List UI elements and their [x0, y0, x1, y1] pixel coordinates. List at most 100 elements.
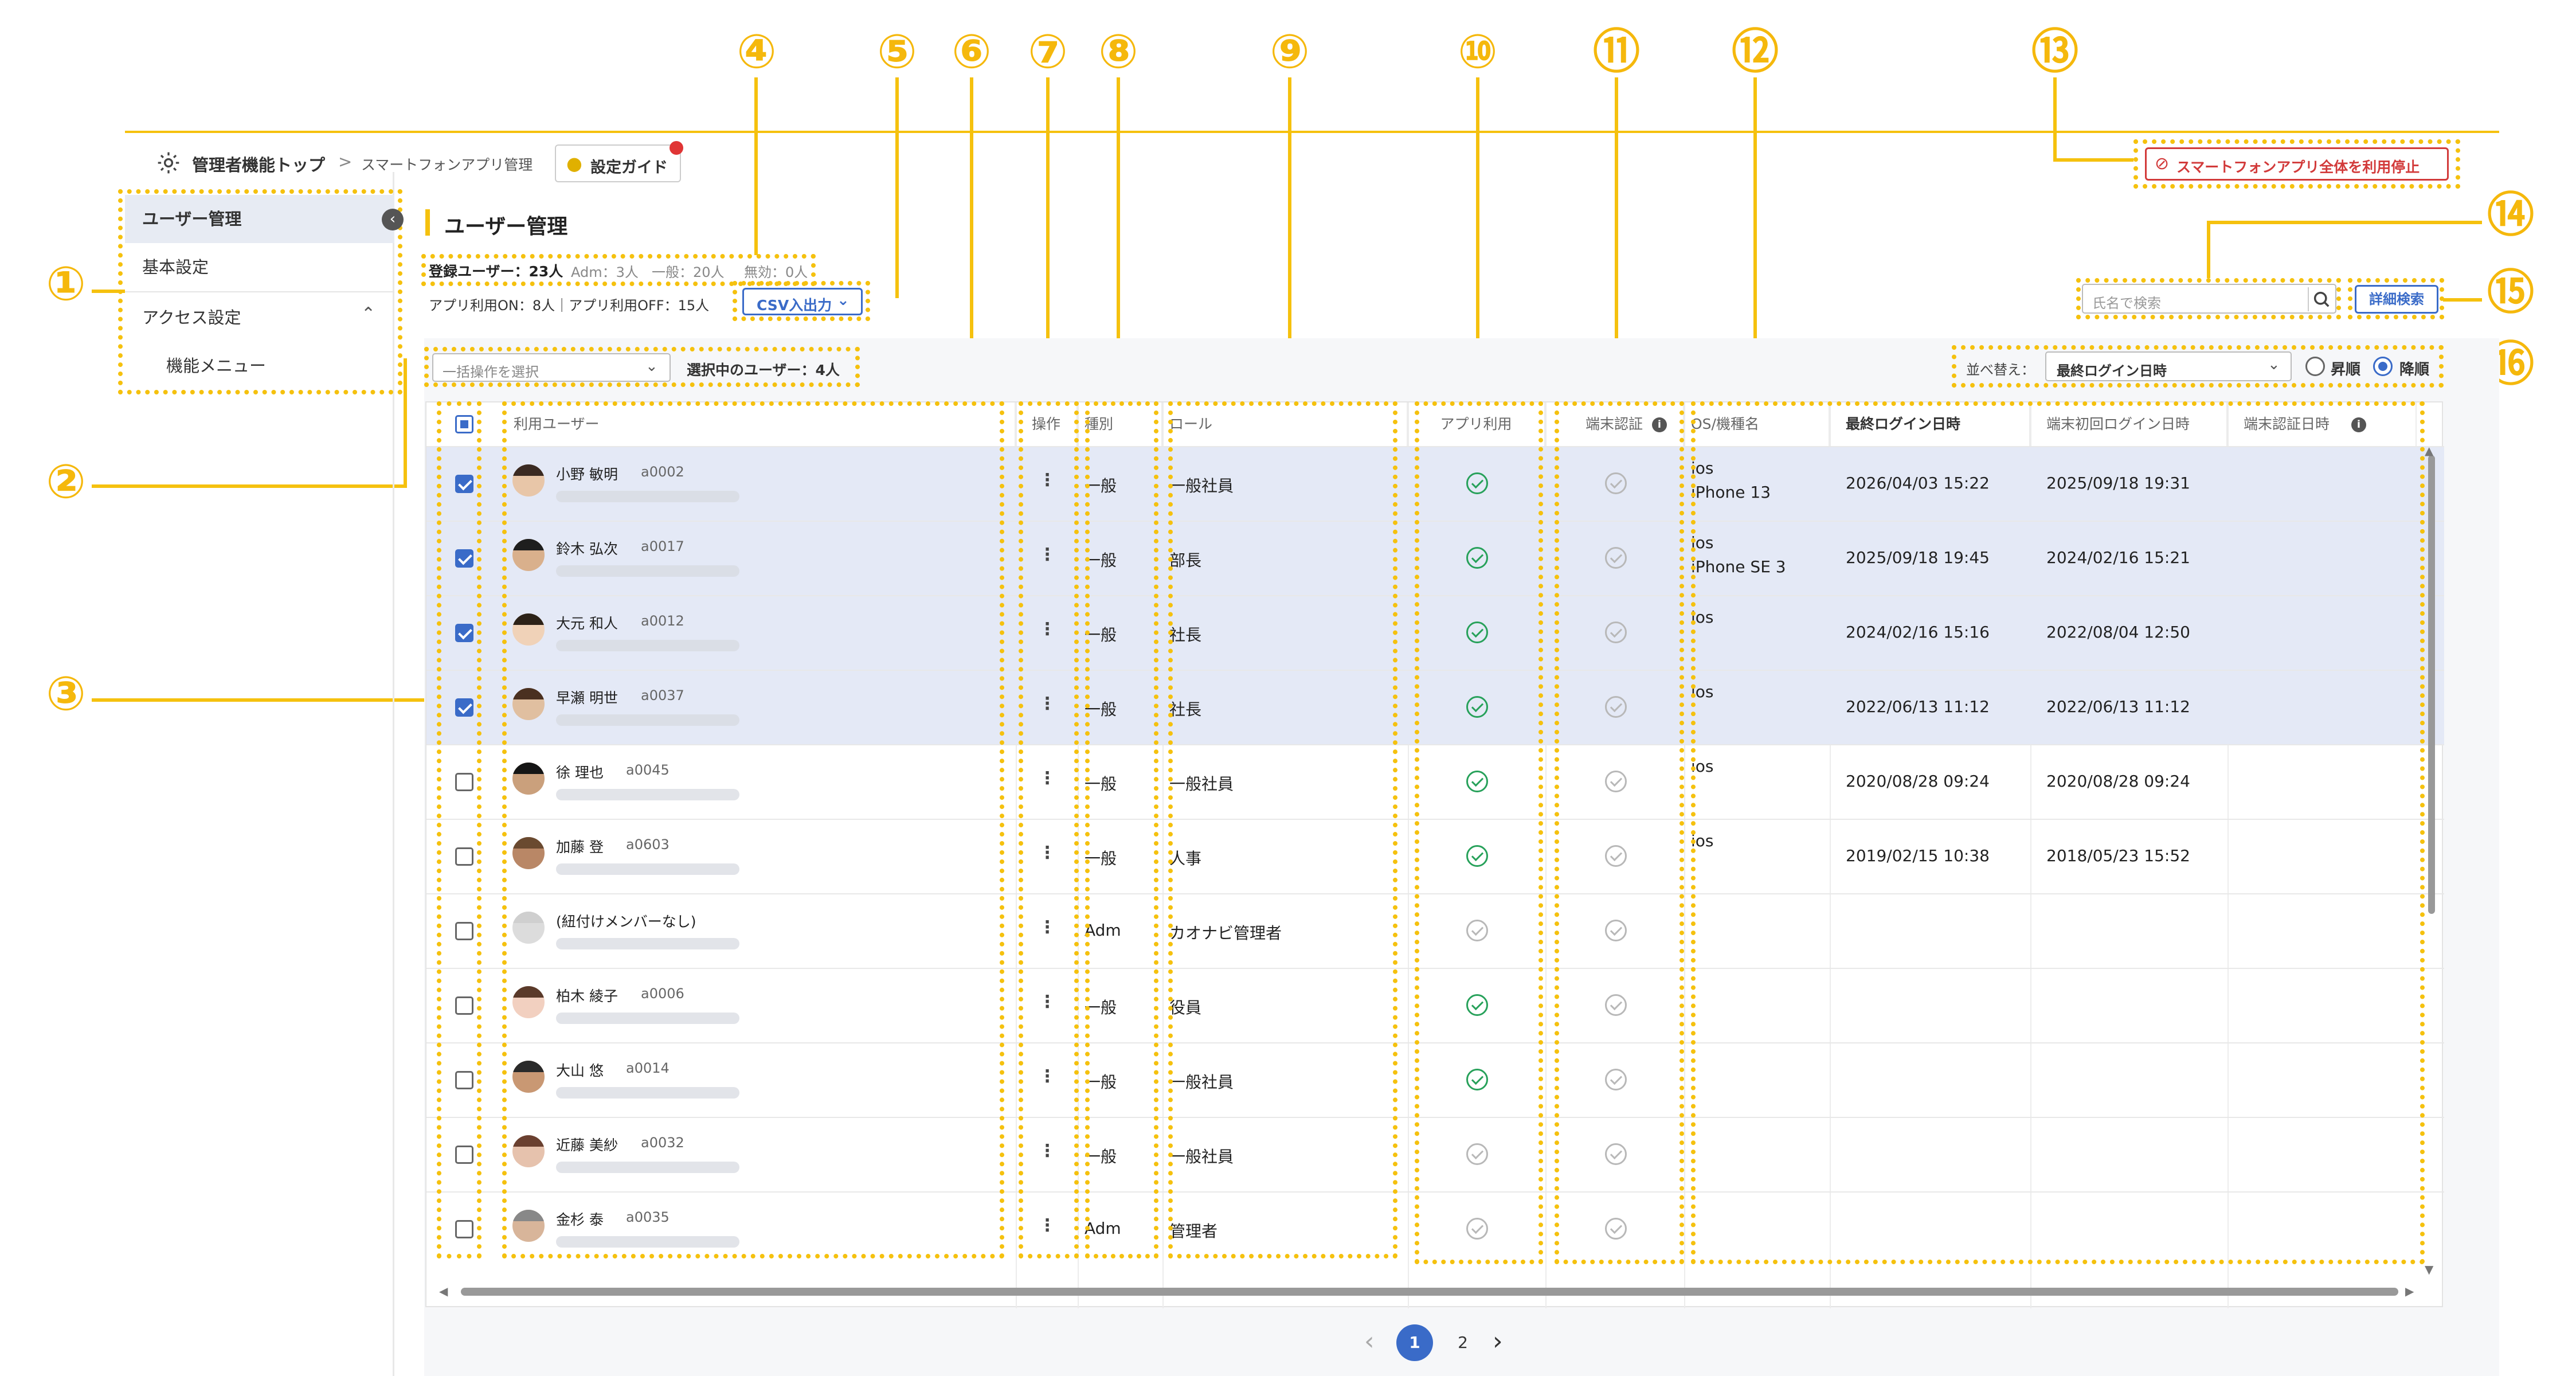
row-action-menu[interactable]: ⋮ — [1039, 545, 1056, 565]
col-first-login: 端末初回ログイン日時 — [2030, 402, 2227, 446]
table-row[interactable]: 小野 敏明 a0002 ⋮ 一般 一般社員 ios iPhone 13 2026/04/03 … — [426, 446, 2444, 521]
row-checkbox[interactable] — [455, 698, 473, 717]
sort-asc-radio[interactable] — [2305, 357, 2325, 376]
info-icon[interactable]: i — [2351, 417, 2366, 432]
sort-desc-radio[interactable] — [2373, 357, 2393, 376]
user-type: 一般 — [1085, 1147, 1117, 1166]
app-usage-check-icon — [1466, 1218, 1488, 1240]
vertical-scrollbar[interactable] — [2428, 455, 2435, 914]
advanced-search-button[interactable]: 詳細検索 — [2355, 285, 2438, 314]
col-auth-date: 端末認証日時 — [2227, 402, 2417, 446]
user-role: 一般社員 — [1169, 1147, 1234, 1166]
registered-users: 登録ユーザー：23人 — [429, 263, 563, 280]
page-2[interactable]: 2 — [1458, 1333, 1468, 1352]
table-row[interactable]: (紐付けメンバーなし) ⋮ Adm カオナビ管理者 — [426, 893, 2444, 968]
sidebar-item-access-settings[interactable]: アクセス設定 — [142, 308, 241, 327]
table-row[interactable]: 早瀬 明世 a0037 ⋮ 一般 社長 ios 2022/06/13 11:12 2022/0… — [426, 670, 2444, 744]
app-usage-check-icon — [1466, 1069, 1488, 1090]
page-1[interactable]: 1 — [1396, 1324, 1433, 1361]
device-auth-check-icon — [1605, 1143, 1627, 1165]
avatar — [512, 763, 545, 795]
app-usage-check-icon — [1466, 547, 1488, 569]
table-row[interactable]: 近藤 美紗 a0032 ⋮ 一般 一般社員 — [426, 1117, 2444, 1191]
chevron-down-icon: ⌄ — [2268, 356, 2280, 373]
sidebar-item-basic-settings[interactable]: 基本設定 — [142, 257, 209, 277]
row-checkbox[interactable] — [455, 922, 473, 940]
row-checkbox[interactable] — [455, 549, 473, 568]
device-auth-check-icon — [1605, 472, 1627, 494]
row-action-menu[interactable]: ⋮ — [1039, 843, 1056, 863]
table-row[interactable]: 大元 和人 a0012 ⋮ 一般 社長 ios 2024/02/16 15:16 2022/0… — [426, 595, 2444, 670]
avatar — [512, 688, 545, 720]
search-input[interactable]: 氏名で検索 — [2082, 284, 2336, 314]
info-icon[interactable]: i — [1652, 417, 1667, 432]
app-usage-check-icon — [1466, 771, 1488, 792]
chevron-down-icon: ⌄ — [645, 358, 658, 375]
row-checkbox[interactable] — [455, 773, 473, 791]
row-action-menu[interactable]: ⋮ — [1039, 470, 1056, 490]
scroll-right-icon[interactable]: ▶ — [2405, 1284, 2414, 1298]
first-login: 2025/09/18 19:31 — [2046, 474, 2190, 492]
user-type: 一般 — [1085, 551, 1117, 570]
blurred-email — [556, 714, 739, 726]
callout-6: ⑥ — [952, 25, 992, 79]
scroll-left-icon[interactable]: ◀ — [439, 1284, 448, 1298]
search-icon[interactable] — [2308, 287, 2334, 311]
chevron-up-icon[interactable]: ⌃ — [361, 304, 376, 324]
avatar — [512, 1061, 545, 1093]
user-table: 利用ユーザー 操作 種別 ロール アプリ利用 端末認証 i OS/機種名 最終ロ… — [425, 401, 2444, 1308]
csv-label: CSV入出力 — [757, 297, 832, 314]
setting-guide-label: 設定ガイド — [590, 159, 668, 177]
row-action-menu[interactable]: ⋮ — [1039, 694, 1056, 714]
table-row[interactable]: 金杉 泰 a0035 ⋮ Adm 管理者 — [426, 1191, 2444, 1266]
app-usage-check-icon — [1466, 994, 1488, 1016]
user-name: (紐付けメンバーなし) — [556, 913, 696, 930]
breadcrumb-separator: > — [338, 152, 353, 171]
row-action-menu[interactable]: ⋮ — [1039, 619, 1056, 639]
sidebar-item-user-management[interactable]: ユーザー管理 — [125, 195, 394, 243]
breadcrumb-top[interactable]: 管理者機能トップ — [192, 155, 326, 175]
table-row[interactable]: 徐 理也 a0045 ⋮ 一般 一般社員 ios 2020/08/28 09:24 2020/… — [426, 744, 2444, 819]
select-all-checkbox[interactable] — [455, 415, 473, 433]
avatar — [512, 1210, 545, 1242]
lightbulb-icon: ● — [566, 153, 582, 174]
row-checkbox[interactable] — [455, 996, 473, 1015]
row-action-menu[interactable]: ⋮ — [1039, 768, 1056, 788]
horizontal-scrollbar[interactable] — [461, 1288, 2398, 1296]
table-row[interactable]: 柏木 綾子 a0006 ⋮ 一般 役員 — [426, 968, 2444, 1042]
row-checkbox[interactable] — [455, 1220, 473, 1238]
row-checkbox[interactable] — [455, 847, 473, 866]
table-row[interactable]: 加藤 登 a0603 ⋮ 一般 人事 ios 2019/02/15 10:38 2018/05… — [426, 819, 2444, 893]
row-action-menu[interactable]: ⋮ — [1039, 1066, 1056, 1086]
sidebar-item-function-menu[interactable]: 機能メニュー — [166, 356, 267, 376]
stop-app-button[interactable]: ⊘ スマートフォンアプリ全体を利用停止 — [2145, 147, 2449, 181]
device-model: iPhone SE 3 — [1691, 557, 1786, 576]
row-checkbox[interactable] — [455, 1146, 473, 1164]
scroll-down-icon[interactable]: ▼ — [2425, 1262, 2434, 1276]
pagination-next[interactable]: › — [1493, 1327, 1503, 1356]
row-checkbox[interactable] — [455, 624, 473, 642]
user-name: 徐 理也 — [556, 764, 604, 781]
user-role: 部長 — [1169, 551, 1202, 570]
gear-icon[interactable] — [156, 150, 181, 175]
pagination-prev[interactable]: ‹ — [1364, 1327, 1375, 1356]
setting-guide-button[interactable]: ● 設定ガイド — [555, 144, 681, 182]
user-role: 人事 — [1169, 849, 1202, 868]
bulk-action-select[interactable]: 一括操作を選択 ⌄ — [432, 353, 671, 382]
csv-io-button[interactable]: CSV入出力 ⌄ — [742, 288, 863, 315]
row-checkbox[interactable] — [455, 475, 473, 493]
sort-select[interactable]: 最終ログイン日時 ⌄ — [2045, 351, 2292, 381]
row-action-menu[interactable]: ⋮ — [1039, 917, 1056, 937]
user-name: 早瀬 明世 — [556, 690, 618, 706]
blurred-email — [556, 491, 739, 502]
row-checkbox[interactable] — [455, 1071, 473, 1089]
avatar — [512, 912, 545, 944]
row-action-menu[interactable]: ⋮ — [1039, 992, 1056, 1012]
table-row[interactable]: 大山 悠 a0014 ⋮ 一般 一般社員 — [426, 1042, 2444, 1117]
row-action-menu[interactable]: ⋮ — [1039, 1141, 1056, 1161]
table-row[interactable]: 鈴木 弘次 a0017 ⋮ 一般 部長 ios iPhone SE 3 2025/09/18 … — [426, 521, 2444, 595]
scroll-up-icon[interactable]: ▲ — [2425, 444, 2434, 458]
general-count: 一般：20人 — [652, 264, 725, 280]
row-action-menu[interactable]: ⋮ — [1039, 1215, 1056, 1236]
collapse-sidebar-icon[interactable]: ‹ — [382, 209, 404, 230]
